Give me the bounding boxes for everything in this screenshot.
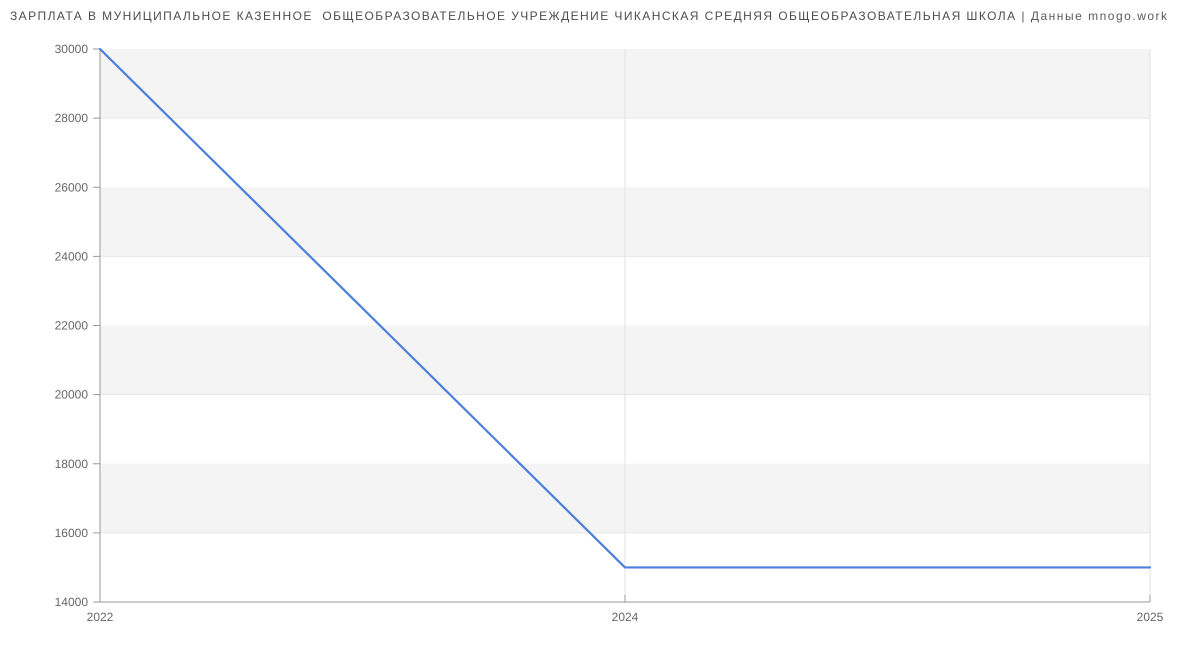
svg-text:14000: 14000 [55,595,89,609]
svg-text:26000: 26000 [55,180,89,194]
svg-text:30000: 30000 [55,42,89,56]
svg-text:18000: 18000 [55,457,89,471]
svg-text:20000: 20000 [55,388,89,402]
svg-text:2025: 2025 [1137,610,1164,624]
svg-text:16000: 16000 [55,526,89,540]
svg-text:22000: 22000 [55,319,89,333]
svg-text:2024: 2024 [612,610,639,624]
svg-text:2022: 2022 [87,610,114,624]
svg-text:28000: 28000 [55,111,89,125]
svg-text:24000: 24000 [55,249,89,263]
